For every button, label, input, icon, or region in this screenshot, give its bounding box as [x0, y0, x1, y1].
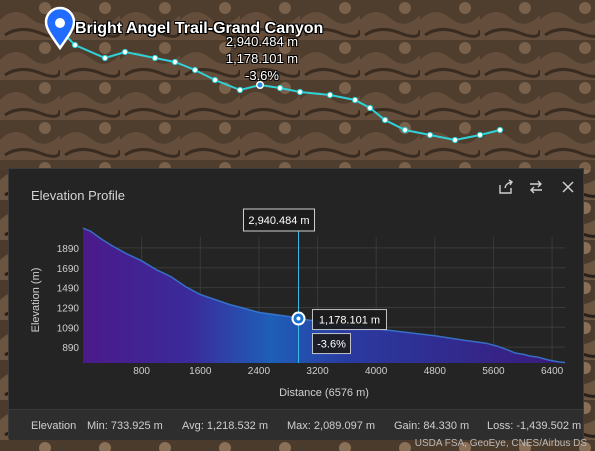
y-tick-label: 1890	[57, 244, 80, 255]
elevation-area	[83, 228, 565, 363]
trail-vertex	[296, 88, 304, 96]
stat-avg: Avg: 1,218.532 m	[182, 420, 269, 432]
y-axis-label: Elevation (m)	[30, 268, 42, 333]
callout-elevation: 1,178.101 m	[225, 51, 299, 66]
trail-vertex	[426, 131, 434, 139]
x-tick-label: 3200	[306, 366, 329, 377]
stat-min: Min: 733.925 m	[87, 420, 163, 432]
cursor-dot[interactable]	[291, 311, 306, 326]
x-tick-label: 800	[133, 366, 150, 377]
x-tick-label: 6400	[541, 366, 564, 377]
map-callout: 2,940.484 m 1,178.101 m -3.6%	[224, 33, 300, 84]
panel-title: Elevation Profile	[31, 188, 125, 203]
trail-vertex	[121, 48, 129, 56]
trail-vertex	[381, 116, 389, 124]
stats-bar: Elevation Min: 733.925 m Avg: 1,218.532 …	[9, 409, 583, 440]
x-axis-label: Distance (6576 m)	[279, 387, 369, 399]
map-attribution: USDA FSA, GeoEye, CNES/Airbus DS	[414, 438, 587, 449]
trail-vertex	[191, 66, 199, 74]
swap-icon[interactable]	[528, 179, 544, 195]
cursor-distance-label: 2,940.484 m	[248, 215, 309, 227]
trail-vertex	[101, 54, 109, 62]
trail-vertex	[326, 91, 334, 99]
trail-vertex	[211, 76, 219, 84]
x-tick-label: 2400	[248, 366, 271, 377]
elevation-chart[interactable]: 890 1090 1290 1490 1690 1890 800 1600 2400 3200 40…	[9, 169, 583, 407]
y-tick-label: 1690	[57, 264, 80, 275]
cursor-elevation-label: 1,178.101 m	[319, 315, 380, 327]
trail-vertex	[71, 41, 79, 49]
stat-max: Max: 2,089.097 m	[287, 420, 376, 432]
stat-loss: Loss: -1,439.502 m	[487, 420, 582, 432]
stats-label: Elevation	[31, 420, 77, 432]
y-tick-label: 1290	[57, 303, 80, 314]
cursor-slope-box: -3.6%	[311, 333, 351, 355]
trail-vertex	[276, 84, 284, 92]
cursor-elevation-box: 1,178.101 m	[311, 309, 387, 331]
trail-vertex	[366, 104, 374, 112]
share-icon[interactable]	[498, 179, 514, 195]
trail-name-label: Bright Angel Trail-Grand Canyon	[75, 20, 324, 37]
x-tick-label: 1600	[189, 366, 212, 377]
trail-vertex	[401, 126, 409, 134]
x-tick-label: 4000	[365, 366, 388, 377]
cursor-slope-label: -3.6%	[317, 339, 346, 351]
trail-vertex	[496, 126, 504, 134]
cursor-distance-box: 2,940.484 m	[242, 208, 315, 232]
trail-vertex	[151, 54, 159, 62]
x-tick-label: 4800	[424, 366, 447, 377]
map-pin-icon[interactable]	[44, 6, 76, 51]
elevation-profile-panel: Elevation Profile 890 1090 1290 1490 1690 189…	[8, 168, 584, 440]
x-tick-label: 5600	[482, 366, 505, 377]
trail-vertex	[236, 86, 244, 94]
y-tick-label: 890	[62, 343, 79, 354]
callout-slope: -3.6%	[245, 68, 279, 83]
trail-vertex	[476, 131, 484, 139]
y-tick-label: 1090	[57, 323, 80, 334]
callout-distance: 2,940.484 m	[225, 34, 299, 49]
trail-vertex	[351, 96, 359, 104]
close-icon[interactable]	[560, 179, 576, 195]
trail-vertex	[451, 136, 459, 144]
y-tick-label: 1490	[57, 284, 80, 295]
stat-gain: Gain: 84.330 m	[394, 420, 470, 432]
trail-vertex	[171, 58, 179, 66]
